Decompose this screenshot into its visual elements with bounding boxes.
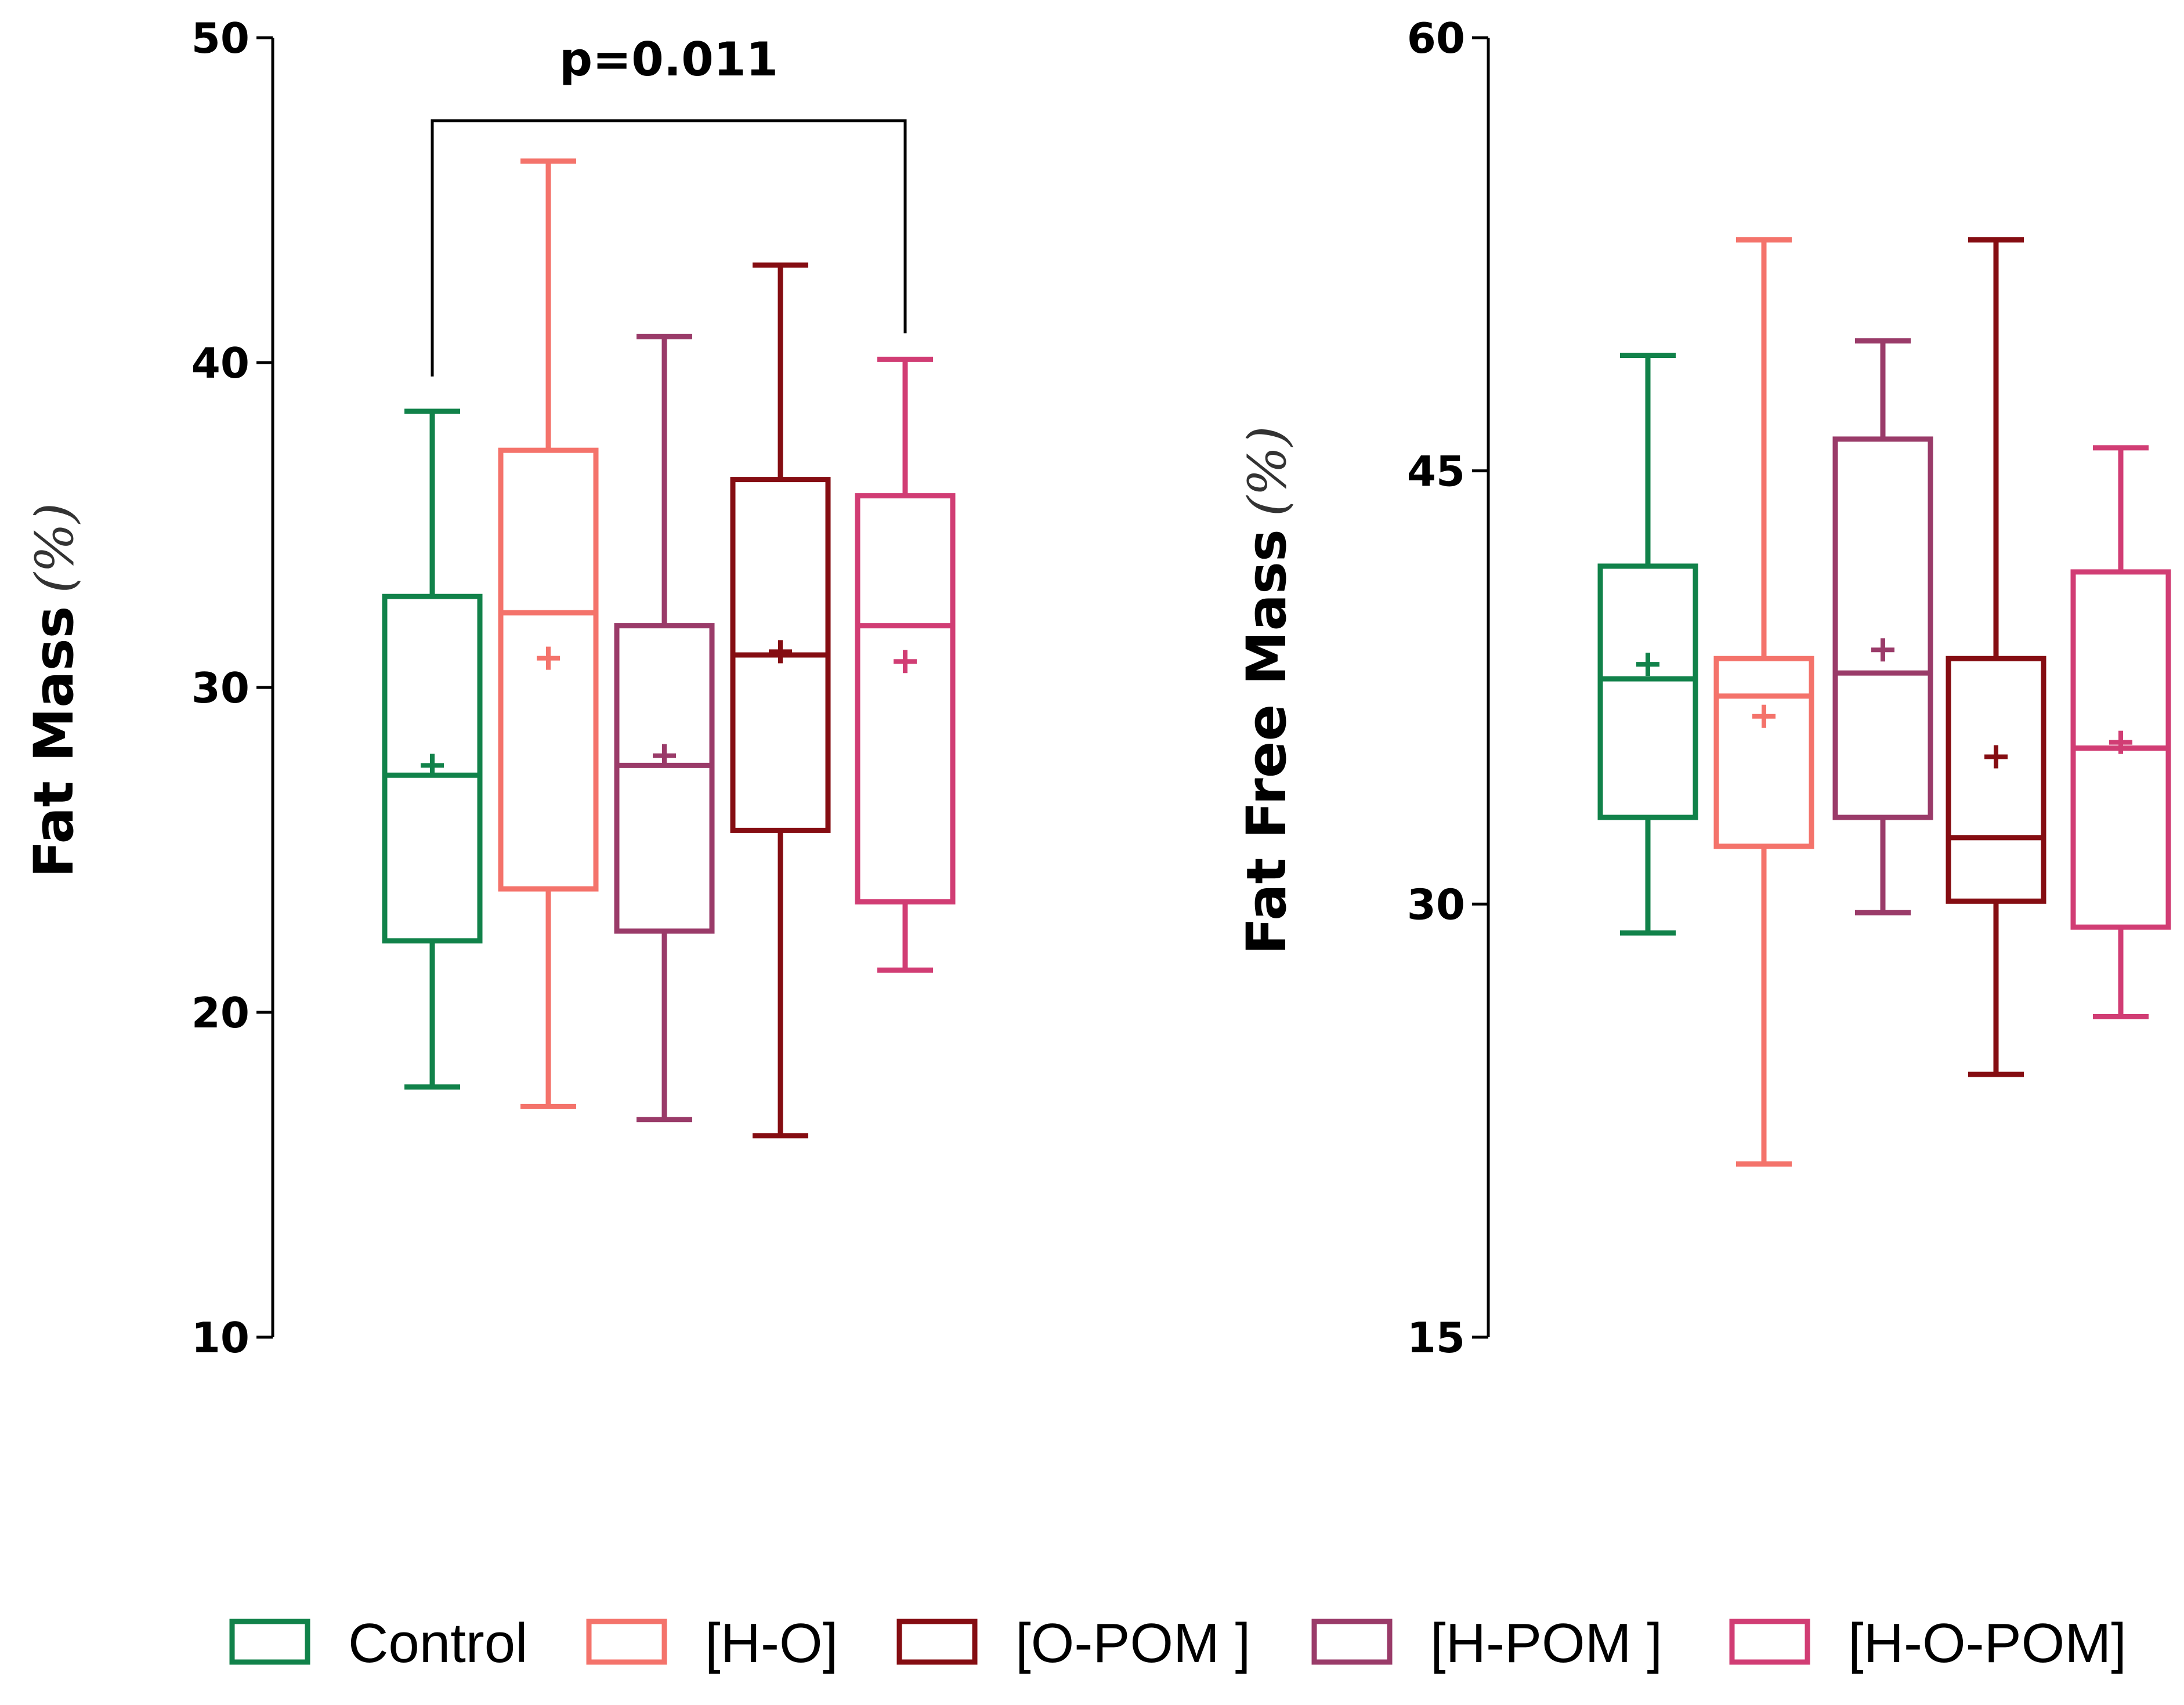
y-tick-label: 50 <box>191 14 250 63</box>
fat-free-mass-axis-title: Fat Free Mass (%) <box>1235 426 1299 954</box>
p-value-label: p=0.011 <box>559 32 778 86</box>
y-tick-label: 30 <box>1407 880 1465 929</box>
iqr-box <box>1713 656 1814 849</box>
iqr-box <box>1946 656 2046 904</box>
fat-free-mass-axis-label: Fat Free Mass <box>1235 529 1299 954</box>
box-control <box>382 408 483 1090</box>
fat-mass-axis-title: Fat Mass (%) <box>23 503 86 878</box>
svg-text:Fat Free Mass (%): Fat Free Mass (%) <box>1235 426 1299 954</box>
fat-free-mass-boxes <box>1597 237 2171 1167</box>
legend-label-control: Control <box>348 1612 527 1674</box>
iqr-box <box>1597 563 1698 820</box>
y-tick-label: 10 <box>191 1313 250 1362</box>
box-h-pom <box>1832 338 1933 915</box>
legend-label-h-o-pom: [H-O-POM] <box>1848 1612 2127 1674</box>
legend-swatch-h-o <box>586 1619 667 1665</box>
box-control <box>1597 353 1698 936</box>
fat-mass-axis-unit: (%) <box>24 503 85 593</box>
fat-mass-y-ticks: 10 20 30 40 50 <box>191 14 273 1362</box>
box-h-pom <box>614 334 715 1123</box>
legend-swatch-control <box>229 1619 310 1665</box>
significance-bracket: p=0.011 <box>431 32 907 377</box>
fat-mass-axis-label: Fat Mass <box>23 606 86 878</box>
y-tick-label: 20 <box>191 989 250 1037</box>
y-tick-label: 40 <box>191 339 250 388</box>
fat-free-mass-y-ticks: 15 30 45 60 <box>1407 14 1488 1362</box>
legend-label-o-pom: [O-POM ] <box>1015 1612 1250 1674</box>
y-tick-label: 30 <box>191 664 250 712</box>
fat-free-mass-axis-unit: (%) <box>1237 426 1298 516</box>
iqr-box <box>1832 436 1933 820</box>
box-h-o-pom <box>2070 445 2171 1019</box>
legend-swatch-h-pom <box>1311 1619 1393 1665</box>
legend-swatch-o-pom <box>896 1619 978 1665</box>
y-tick-label: 15 <box>1407 1313 1465 1362</box>
legend: Control [H-O] [O-POM ] [H-POM ] [H-O-POM… <box>229 1612 2127 1674</box>
fat-free-mass-panel: 15 30 45 60 Fat Free Mass (%) <box>1235 14 2171 1362</box>
legend-label-h-pom: [H-POM ] <box>1430 1612 1662 1674</box>
y-tick-label: 45 <box>1407 447 1465 496</box>
iqr-box <box>855 493 956 905</box>
box-o-pom <box>730 262 831 1139</box>
iqr-box <box>614 623 715 934</box>
box-h-o <box>498 158 599 1109</box>
y-tick-label: 60 <box>1407 14 1465 63</box>
box-h-o-pom <box>855 356 956 973</box>
box-o-pom <box>1946 237 2046 1077</box>
fat-mass-boxes <box>382 158 956 1139</box>
fat-mass-panel: 10 20 30 40 50 Fat Mass (%) p=0.011 <box>23 14 956 1362</box>
svg-text:Fat Mass (%): Fat Mass (%) <box>23 503 86 878</box>
significance-bracket-line <box>431 119 907 377</box>
legend-label-h-o: [H-O] <box>705 1612 838 1674</box>
box-h-o <box>1713 237 1814 1167</box>
legend-swatch-h-o-pom <box>1729 1619 1810 1665</box>
